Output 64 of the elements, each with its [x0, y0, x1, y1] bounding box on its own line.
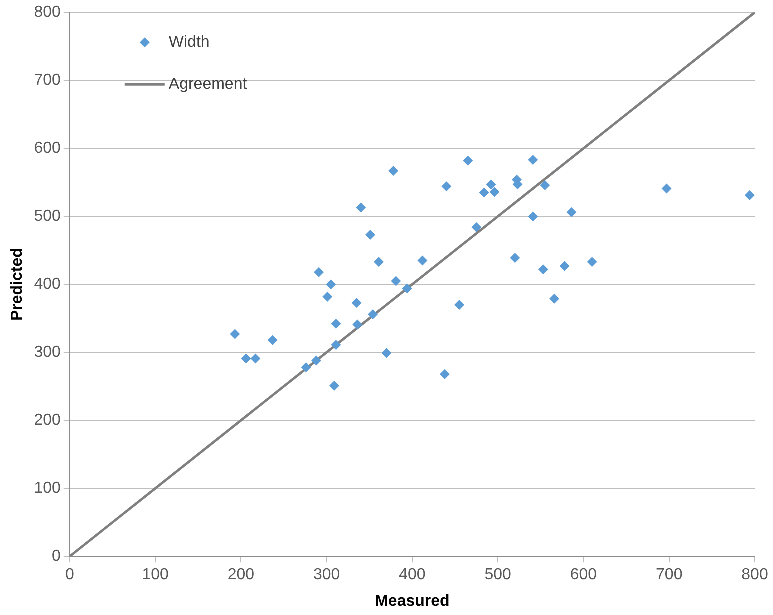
point — [486, 180, 496, 190]
point — [230, 329, 240, 340]
point — [330, 380, 340, 391]
x-tick-label: 300 — [313, 566, 340, 584]
x-tick-label: 600 — [570, 566, 598, 584]
point — [540, 180, 550, 190]
point — [352, 298, 362, 308]
y-axis-title: Predicted — [9, 248, 26, 322]
point — [538, 264, 548, 275]
point — [312, 356, 322, 366]
x-tick-label: 0 — [65, 566, 74, 584]
point — [550, 294, 560, 304]
y-tick-label: 500 — [34, 208, 61, 226]
point — [587, 257, 598, 268]
point — [314, 267, 324, 278]
point — [454, 300, 465, 310]
point — [331, 340, 342, 350]
point — [356, 202, 366, 213]
point — [440, 369, 450, 380]
x-axis-title: Measured — [375, 592, 450, 610]
x-tick-label: 800 — [742, 566, 768, 584]
point — [331, 319, 342, 330]
point — [528, 155, 538, 166]
x-tick-label: 100 — [142, 566, 169, 584]
point — [479, 188, 490, 198]
point — [374, 257, 384, 268]
x-tick-label: 200 — [228, 566, 255, 584]
y-tick-label: 0 — [52, 548, 61, 566]
y-tick-label: 700 — [34, 72, 61, 90]
y-tick-label: 800 — [34, 4, 61, 22]
point — [566, 208, 577, 218]
legend-label: Agreement — [168, 76, 248, 94]
x-tick-label: 400 — [399, 566, 426, 584]
point — [268, 335, 278, 346]
y-tick-label: 600 — [34, 140, 61, 158]
point — [241, 354, 252, 364]
point — [442, 182, 452, 192]
point — [490, 187, 500, 198]
y-tick-label: 200 — [34, 412, 61, 430]
point — [365, 230, 376, 240]
y-tick-label: 400 — [34, 276, 61, 294]
legend-label: Width — [168, 34, 210, 52]
point — [322, 292, 333, 302]
point — [326, 280, 336, 290]
point — [301, 362, 312, 373]
point — [388, 166, 399, 176]
point — [662, 184, 672, 194]
point — [250, 354, 261, 364]
point — [352, 320, 363, 330]
point — [744, 190, 755, 201]
point — [510, 253, 520, 264]
x-tick-label: 500 — [484, 566, 512, 584]
point — [382, 348, 392, 358]
point — [528, 212, 538, 222]
point — [463, 156, 474, 166]
point — [402, 284, 412, 294]
point — [391, 276, 402, 286]
point — [418, 256, 428, 266]
y-tick-label: 300 — [34, 344, 61, 362]
y-tick-label: 100 — [34, 480, 61, 498]
x-tick-label: 700 — [656, 566, 683, 584]
point — [368, 310, 378, 320]
point — [560, 261, 570, 272]
point — [472, 222, 482, 232]
